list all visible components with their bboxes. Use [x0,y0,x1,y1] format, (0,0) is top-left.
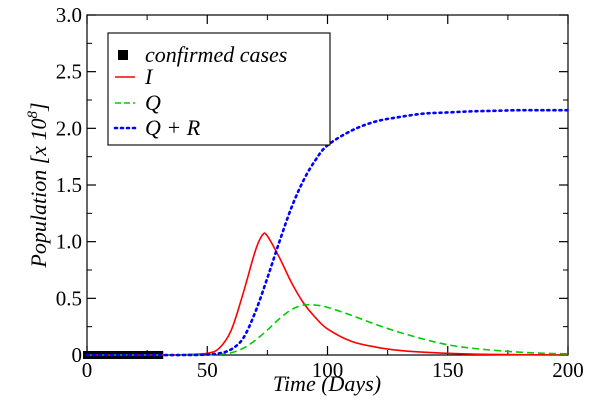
series-line-q [86,303,569,356]
y-tick-label: 2.0 [56,116,82,140]
legend-label-confirmed-cases: confirmed cases [145,42,287,67]
y-tick-label: 0 [72,343,83,367]
series-line-q-r [85,108,570,357]
x-tick-label: 200 [552,358,584,382]
legend-label-q-r: Q + R [145,115,201,140]
y-tick-label: 1.5 [56,173,82,197]
x-tick-label: 100 [312,358,344,382]
y-tick-label: 1.0 [56,230,82,254]
y-tick-label: 3.0 [56,3,82,27]
y-tick-label: 2.5 [56,60,82,84]
legend-label-q: Q [145,90,161,115]
legend-label-i: I [144,64,154,89]
series-line-i [86,232,569,356]
x-tick-label: 50 [197,358,218,382]
y-axis-label: Population [x 108] [25,102,51,268]
x-tick-label: 0 [82,358,93,382]
x-tick-label: 150 [432,358,464,382]
x-axis-label: Time (Days) [273,371,381,396]
legend-box [107,32,331,146]
y-tick-label: 0.5 [56,286,82,310]
svg-text:Population [x 108]: Population [x 108] [25,102,51,268]
legend-swatch-confirmed-cases [118,50,128,60]
